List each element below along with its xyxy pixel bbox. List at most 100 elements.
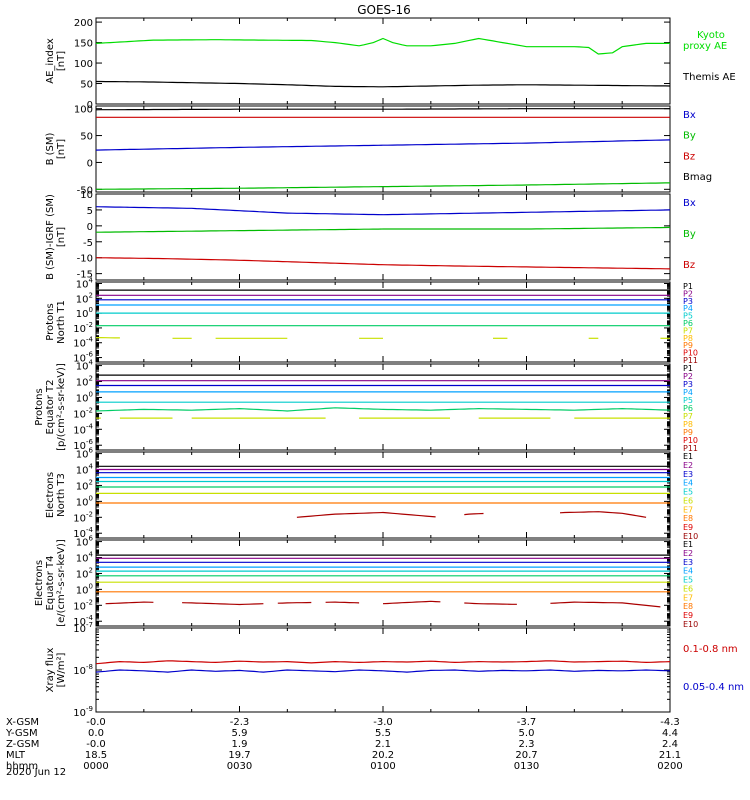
chart-title: GOES-16 xyxy=(357,3,411,17)
x-tick-label: -0.0 xyxy=(86,739,106,750)
x-tick-label: 19.7 xyxy=(228,750,250,761)
legend-entry: E7 xyxy=(683,593,693,602)
legend-entry: By xyxy=(683,131,696,142)
y-tick-label: 104 xyxy=(76,551,94,565)
legend-entry: P5 xyxy=(683,396,693,405)
legend-entry: By xyxy=(683,229,696,240)
y-tick-label: -10 xyxy=(77,254,93,265)
y-axis-label: [W/m²] xyxy=(56,652,67,687)
y-tick-label: 10-8 xyxy=(73,663,93,677)
legend-entry: Bz xyxy=(683,151,695,162)
legend-entry: 0.1-0.8 nm xyxy=(683,644,738,655)
y-tick-label: 150 xyxy=(74,39,93,50)
legend-entry: P9 xyxy=(683,341,693,350)
legend-entry: proxy AE xyxy=(683,41,727,52)
legend-entry: Bz xyxy=(683,260,695,271)
legend-entry: P6 xyxy=(683,404,693,413)
legend-entry: Kyoto xyxy=(697,30,725,41)
y-axis-label: [nT] xyxy=(56,227,67,247)
y-tick-label: -15 xyxy=(77,270,93,281)
legend-entry: Bmag xyxy=(683,172,712,183)
x-tick-label: -3.7 xyxy=(517,717,537,728)
series-line xyxy=(382,600,441,605)
panel-frame xyxy=(95,363,671,451)
legend-entry: E5 xyxy=(683,576,693,585)
series-line xyxy=(96,182,670,190)
legend-entry: E7 xyxy=(683,505,693,514)
series-line xyxy=(182,602,264,606)
x-row-label: X-GSM xyxy=(6,717,39,728)
series-group xyxy=(96,37,670,88)
y-tick-label: 104 xyxy=(76,359,94,373)
legend-entry: E1 xyxy=(683,452,693,461)
x-tick-label: 5.0 xyxy=(519,728,535,739)
y-tick-label: -5 xyxy=(83,238,93,249)
y-tick-label: 10-4 xyxy=(73,422,93,436)
legend-entry: P8 xyxy=(683,334,693,343)
panel-frame xyxy=(95,17,671,105)
x-tick-label: -3.0 xyxy=(373,717,393,728)
panel-frame xyxy=(95,281,671,363)
legend-entry: E9 xyxy=(683,611,693,620)
legend-entry: P9 xyxy=(683,428,693,437)
panel-frame xyxy=(95,539,671,627)
legend-entry: P5 xyxy=(683,312,693,321)
series-line xyxy=(96,660,670,665)
series-line xyxy=(325,601,360,604)
legend-entry: P8 xyxy=(683,420,693,429)
y-tick-label: 10-4 xyxy=(73,336,93,350)
series-line xyxy=(96,257,670,270)
legend-entry: Bx xyxy=(683,110,696,121)
legend-entry: E3 xyxy=(683,558,693,567)
legend-entry: E8 xyxy=(683,514,693,523)
legend-entry: P11 xyxy=(683,356,698,365)
legend-entry: P1 xyxy=(683,364,693,373)
legend-entry: E10 xyxy=(683,532,698,541)
y-axis-label: AE_index xyxy=(45,38,56,84)
y-tick-label: 104 xyxy=(76,276,94,290)
x-axis-labels: X-GSMY-GSMZ-GSMMLThhmm-0.00.0-0.018.5000… xyxy=(5,717,683,772)
series-line xyxy=(96,407,670,412)
x-row-label: MLT xyxy=(6,750,26,761)
legend-entry: 0.05-0.4 nm xyxy=(683,682,744,693)
x-tick-label: 2.3 xyxy=(519,739,535,750)
x-tick-label: 5.5 xyxy=(375,728,391,739)
legend-entry: E9 xyxy=(683,523,693,532)
legend-entry: P2 xyxy=(683,289,693,298)
y-tick-label: 10-2 xyxy=(73,598,93,612)
y-tick-label: 104 xyxy=(76,463,94,477)
legend-entry: P7 xyxy=(683,326,693,335)
series-group xyxy=(96,206,670,270)
series-line xyxy=(550,601,661,608)
x-tick-label: 0000 xyxy=(83,761,108,772)
series-line xyxy=(96,226,670,233)
y-axis-label: [e/(cm²-s-sr-keV)] xyxy=(56,539,67,627)
y-tick-label: -50 xyxy=(77,185,93,196)
series-line xyxy=(464,602,517,605)
series-line xyxy=(96,206,670,216)
y-axis-label: [p/(cm²-s-sr-keV)] xyxy=(56,363,67,451)
series-group xyxy=(96,660,670,673)
x-tick-label: -4.3 xyxy=(660,717,680,728)
x-tick-label: 4.4 xyxy=(662,728,678,739)
legend-entry: E1 xyxy=(683,540,693,549)
legend-entry: E3 xyxy=(683,470,693,479)
x-tick-label: 0030 xyxy=(227,761,252,772)
y-tick-label: 10-2 xyxy=(73,510,93,524)
y-tick-label: 100 xyxy=(76,390,93,404)
y-tick-label: 50 xyxy=(80,80,93,91)
x-tick-label: -0.0 xyxy=(86,717,106,728)
series-line xyxy=(96,37,670,55)
y-axis-label: Xray flux xyxy=(45,648,56,693)
panel-frame xyxy=(95,627,671,713)
y-tick-label: 10-7 xyxy=(73,621,93,635)
y-tick-label: 0 xyxy=(87,222,93,233)
legend-entry: P3 xyxy=(683,380,693,389)
series-group xyxy=(96,554,670,608)
y-tick-label: 50 xyxy=(80,132,93,143)
legend-entry: P7 xyxy=(683,412,693,421)
y-tick-label: 100 xyxy=(76,306,93,320)
